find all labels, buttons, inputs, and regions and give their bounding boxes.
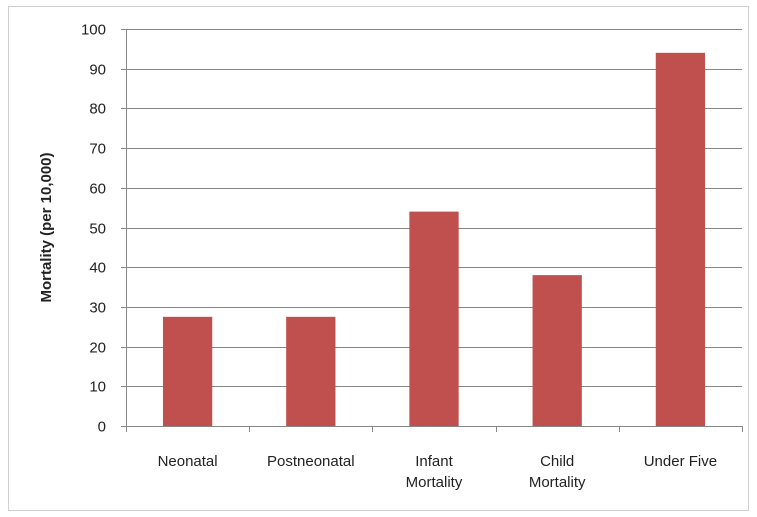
y-axis-title: Mortality (per 10,000) [38,152,55,302]
x-category-label: Postneonatal [267,453,355,470]
bar [286,316,336,426]
y-tick-label: 70 [89,141,106,158]
y-tick-label: 10 [89,379,106,396]
x-category-label-line: Mortality [406,474,463,491]
x-category-label-line: Child [540,453,574,470]
bar [409,211,459,426]
bar [162,316,213,426]
bar [655,52,706,426]
x-category-label-line: Mortality [529,474,586,491]
x-category-label-line: Under Five [644,453,717,470]
y-tick-label: 30 [89,300,106,317]
x-category-label: Infant Mortality [406,453,463,491]
bar [532,275,582,426]
y-tick-label: 80 [89,101,106,118]
x-category-labels: Neonatal Postneonatal Infant MortalityChild… [158,453,718,491]
bars [162,52,706,426]
y-tick-label: 0 [98,419,106,436]
x-category-label: Child Mortality [529,453,586,491]
y-tick-label: 60 [89,181,106,198]
y-tick-label: 90 [89,62,106,79]
gridlines [126,29,742,387]
y-tick-label: 50 [89,221,106,238]
x-category-label: Neonatal [158,453,218,470]
y-tick-labels: 0 10 20 30 40 50 60 70 80 90 100 [81,22,106,436]
x-category-label-line: Infant [415,453,453,470]
y-tick-label: 40 [89,260,106,277]
axes [121,29,743,432]
y-tick-label: 100 [81,22,106,39]
y-tick-label: 20 [89,340,106,357]
x-category-label-line: Postneonatal [267,453,355,470]
x-category-label-line: Neonatal [158,453,218,470]
x-category-label: Under Five [644,453,717,470]
